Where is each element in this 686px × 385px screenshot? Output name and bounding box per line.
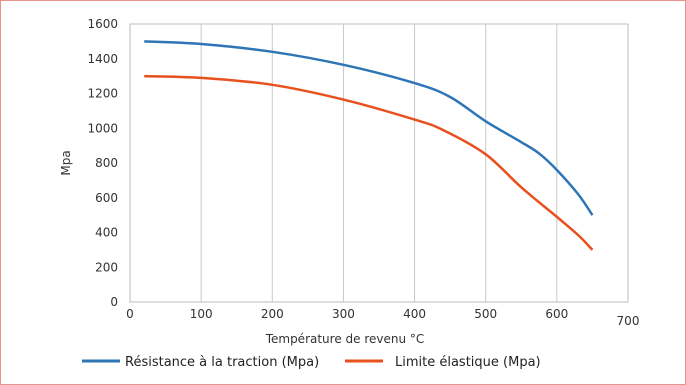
y-tick-label: 1400 [87,52,118,66]
plot-area [129,23,629,303]
legend: Résistance à la traction (Mpa) Limite él… [82,355,541,370]
series-lines [144,40,594,251]
x-axis-label: Température de revenu °C [265,332,425,346]
y-tick-label: 400 [95,226,118,240]
x-axis-ticks: 0 100 200 300 400 500 600 700 [126,307,639,328]
legend-label-elastique: Limite élastique (Mpa) [395,355,541,370]
x-tick-label: 400 [403,307,426,321]
y-axis-ticks: 0 200 400 600 800 1000 1200 1400 1600 [87,17,118,309]
legend-label-traction: Résistance à la traction (Mpa) [125,355,319,370]
y-tick-label: 600 [95,191,118,205]
y-tick-label: 1200 [87,87,118,101]
x-tick-label: 600 [545,307,568,321]
series-line-traction [144,40,594,216]
x-tick-label: 700 [617,314,640,328]
x-tick-label: 500 [474,307,497,321]
grid-lines [200,24,558,302]
y-tick-label: 1600 [87,17,118,31]
series-line-elastique [144,74,594,251]
x-tick-label: 100 [190,307,213,321]
y-tick-label: 200 [95,260,118,274]
x-tick-label: 200 [261,307,284,321]
y-tick-label: 800 [95,156,118,170]
x-tick-label: 300 [332,307,355,321]
x-tick-label: 0 [126,307,134,321]
y-tick-label: 0 [110,295,118,309]
y-tick-label: 1000 [87,121,118,135]
y-axis-label: Mpa [59,150,73,175]
